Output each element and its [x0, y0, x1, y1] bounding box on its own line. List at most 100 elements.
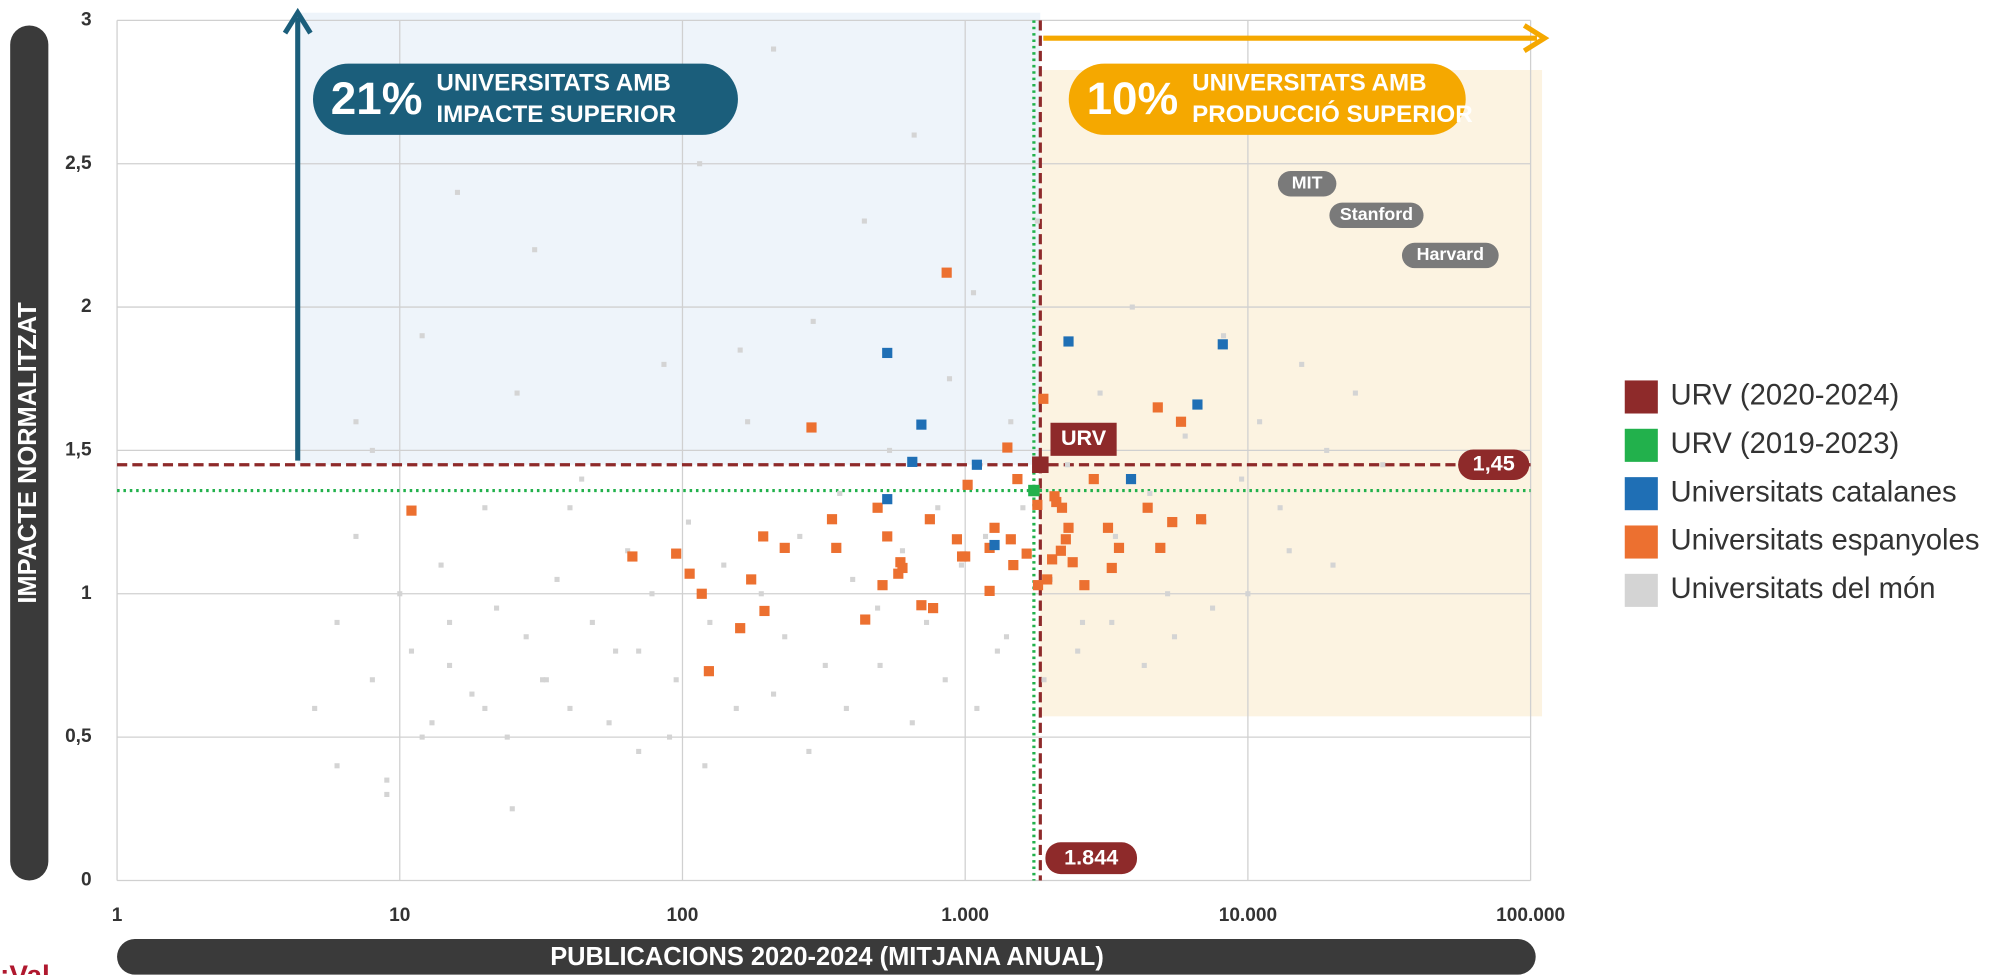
point [758, 531, 769, 542]
y-tick-label: 1,5 [65, 439, 92, 460]
urv-label: URV [1061, 425, 1107, 450]
point [482, 705, 488, 711]
point [899, 548, 906, 554]
point [312, 705, 318, 711]
point [384, 777, 390, 783]
point [745, 419, 751, 425]
point [928, 603, 939, 614]
point [334, 619, 340, 625]
x-axis-bar [117, 938, 1536, 975]
point [1075, 648, 1081, 654]
point [540, 677, 546, 683]
point [1142, 502, 1153, 513]
callout-box [312, 63, 738, 135]
point [872, 502, 883, 513]
point [384, 791, 390, 797]
point [1032, 499, 1043, 510]
point [923, 619, 930, 625]
x-tick-label: 1.000 [941, 905, 989, 926]
point [567, 705, 573, 711]
y-axis-label: IMPACTE NORMALITZAT [14, 302, 42, 604]
point [850, 576, 856, 582]
x-tick-label: 100 [667, 905, 699, 926]
point [1063, 336, 1074, 347]
production-region [1040, 69, 1543, 717]
point [911, 132, 917, 138]
point [1032, 456, 1049, 474]
point [625, 548, 631, 554]
point [703, 666, 714, 677]
point [909, 720, 915, 726]
point [397, 591, 403, 597]
point [1041, 677, 1047, 683]
point [666, 734, 673, 740]
legend-swatch [1624, 525, 1658, 559]
point [509, 806, 515, 812]
legend-label: URV (2019-2023) [1671, 428, 1900, 460]
x-value-box [1045, 842, 1138, 875]
point [897, 562, 908, 574]
point [1056, 502, 1068, 513]
annotation-label: MIT [1292, 172, 1323, 192]
point [1112, 533, 1118, 539]
point [543, 677, 549, 683]
point [1102, 522, 1114, 533]
point [1060, 534, 1071, 545]
point [882, 494, 893, 505]
point [1165, 591, 1171, 597]
point [942, 677, 948, 683]
point [875, 605, 881, 611]
point [1113, 542, 1125, 553]
point [831, 542, 842, 553]
point [916, 600, 927, 611]
point [1012, 473, 1023, 485]
point [1042, 574, 1053, 585]
point [861, 218, 867, 224]
point [1063, 522, 1074, 533]
point [1182, 433, 1188, 439]
point [771, 46, 777, 52]
annotation-label: Stanford [1340, 204, 1413, 224]
point [1141, 662, 1147, 668]
point [636, 648, 642, 654]
points-layer [312, 46, 1453, 812]
point [504, 734, 510, 740]
brand: ¡Val [0, 960, 50, 975]
point [916, 419, 927, 430]
point [1008, 419, 1014, 425]
point [1005, 534, 1016, 545]
legend-label: Universitats catalanes [1671, 476, 1957, 508]
legend-swatch [1624, 380, 1658, 414]
point [984, 585, 995, 596]
point [661, 361, 667, 367]
point [649, 591, 655, 597]
point [1171, 634, 1178, 640]
point [1220, 333, 1227, 339]
point [1008, 560, 1019, 571]
point [1277, 505, 1283, 511]
point [369, 447, 375, 453]
legend-swatch [1624, 428, 1658, 462]
annotation-box [1329, 202, 1424, 229]
point [438, 562, 444, 568]
point [1003, 634, 1010, 640]
point [1147, 490, 1153, 496]
point [1002, 442, 1013, 453]
point [514, 390, 520, 396]
point [419, 333, 425, 339]
point [737, 347, 743, 353]
x-tick-label: 1 [112, 905, 123, 926]
point [1051, 496, 1062, 508]
callout-percent: 10% [1087, 73, 1179, 124]
point [1210, 605, 1216, 611]
urv-label-box [1050, 422, 1117, 456]
point [960, 551, 971, 562]
point [334, 763, 340, 769]
point [822, 662, 828, 668]
point [523, 634, 529, 640]
y-tick-label: 0,5 [65, 726, 92, 747]
point [579, 476, 585, 482]
point [673, 677, 679, 683]
point [893, 568, 904, 579]
legend-swatch [1624, 573, 1658, 607]
